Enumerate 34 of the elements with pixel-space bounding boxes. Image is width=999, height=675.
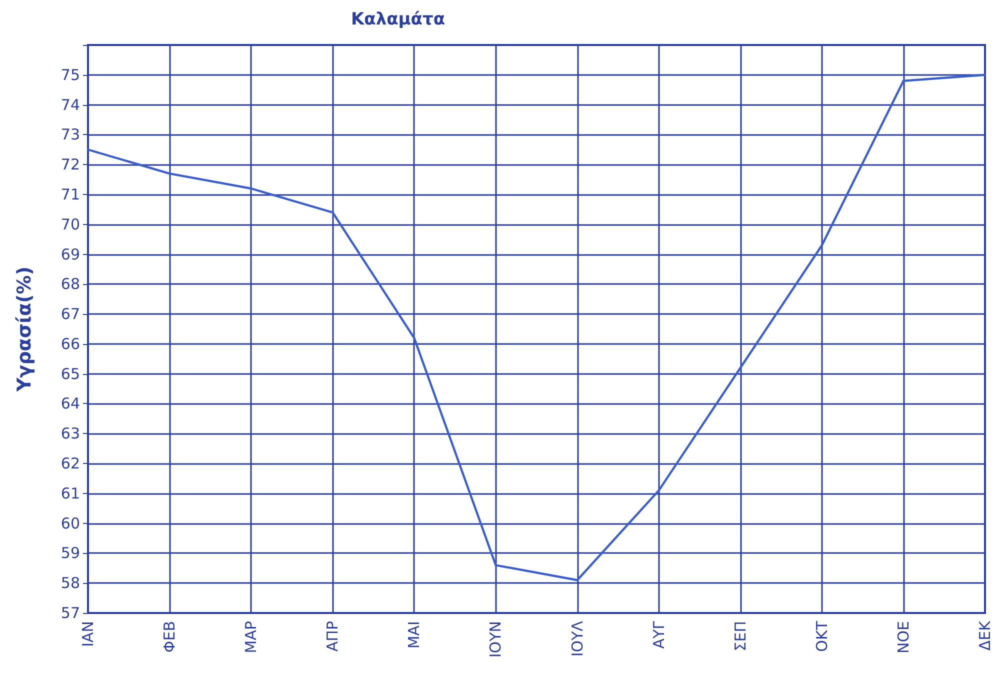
line-series	[86, 74, 986, 582]
y-tick-label: 57	[60, 604, 80, 622]
y-tick-label: 60	[60, 514, 80, 532]
x-tick-label: ΙΑΝ	[79, 621, 97, 647]
x-tick-label: ΣΕΠ	[731, 621, 750, 652]
y-tick-label: 69	[60, 245, 80, 264]
x-tick-label: ΑΠΡ	[324, 621, 342, 652]
x-tick-label: ΜΑΡ	[242, 621, 260, 654]
chart-title: Καλαμάτα	[351, 10, 446, 30]
y-tick-label: 64	[60, 394, 80, 413]
x-tick-label: ΑΥΓ	[650, 620, 668, 649]
y-axis-title: Υγρασία(%)	[14, 266, 36, 393]
y-tick-label: 68	[60, 275, 80, 294]
x-tick-label: ΔΕΚ	[976, 620, 994, 651]
y-tick-label: 59	[60, 544, 80, 562]
y-tick-label: 71	[60, 185, 80, 204]
y-tick-label: 66	[60, 334, 80, 353]
y-tick-label: 74	[60, 96, 80, 114]
x-tick-label: ΜΑΙ	[405, 621, 424, 649]
x-tick-label: ΟΚΤ	[812, 620, 831, 652]
x-tick-label: ΝΟΕ	[894, 621, 912, 654]
y-tick-label: 67	[60, 305, 80, 324]
y-tick-label: 61	[60, 484, 80, 502]
x-tick-label: ΦΕΒ	[160, 621, 179, 653]
y-tick-label: 73	[60, 126, 80, 144]
y-tick-label: 70	[60, 215, 80, 234]
y-tick-label: 65	[60, 364, 80, 383]
y-tick-label: 62	[60, 454, 80, 473]
x-tick-label: ΙΟΥΛ	[568, 620, 586, 657]
y-tick-label: 72	[60, 156, 80, 174]
y-tick-label: 63	[60, 424, 80, 443]
y-tick-label: 75	[60, 66, 80, 84]
y-tick-label: 58	[60, 574, 80, 592]
x-tick-label: ΙΟΥΝ	[486, 621, 505, 658]
